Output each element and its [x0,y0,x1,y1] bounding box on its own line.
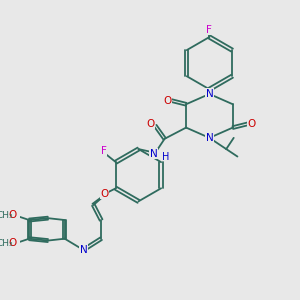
Text: N: N [80,245,87,255]
Text: O: O [8,210,16,220]
Text: O: O [247,119,256,129]
Text: CH₃: CH₃ [0,239,13,248]
Text: F: F [101,146,106,156]
Text: N: N [206,133,213,143]
Text: N: N [206,89,213,99]
Text: O: O [163,95,172,106]
Text: H: H [162,152,169,163]
Text: O: O [146,119,155,129]
Text: CH₃: CH₃ [0,211,13,220]
Text: O: O [100,189,109,199]
Text: N: N [149,149,157,159]
Text: F: F [206,25,212,34]
Text: O: O [8,238,16,248]
